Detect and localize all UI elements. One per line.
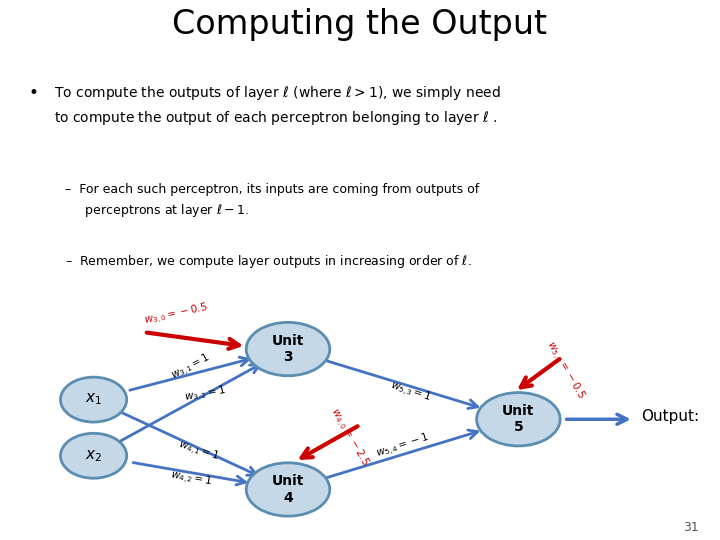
Ellipse shape <box>246 322 330 376</box>
Text: $w_{5,0} = -0.5$: $w_{5,0} = -0.5$ <box>542 338 588 402</box>
Text: $w_{3,1} = 1$: $w_{3,1} = 1$ <box>168 351 213 384</box>
Text: Unit
4: Unit 4 <box>272 474 304 504</box>
Ellipse shape <box>477 393 560 446</box>
Text: –  Remember, we compute layer outputs in increasing order of $\ell$.: – Remember, we compute layer outputs in … <box>65 253 472 269</box>
Text: $w_{3,0} = -0.5$: $w_{3,0} = -0.5$ <box>143 301 210 329</box>
Text: To compute the outputs of layer $\ell$ (where $\ell > 1$), we simply need
to com: To compute the outputs of layer $\ell$ (… <box>54 84 501 127</box>
Text: •: • <box>29 84 39 102</box>
Text: Unit
3: Unit 3 <box>272 334 304 364</box>
Text: $w_{4,2} = 1$: $w_{4,2} = 1$ <box>168 469 213 491</box>
Text: $x_2$: $x_2$ <box>85 448 102 464</box>
Ellipse shape <box>60 377 127 422</box>
Text: $w_{4,1} = 1$: $w_{4,1} = 1$ <box>176 438 220 465</box>
Ellipse shape <box>246 463 330 516</box>
Text: $x_1$: $x_1$ <box>85 392 102 408</box>
Ellipse shape <box>60 433 127 478</box>
Text: Unit
5: Unit 5 <box>503 404 534 434</box>
Text: 31: 31 <box>683 522 698 535</box>
Text: –  For each such perceptron, its inputs are coming from outputs of
     perceptr: – For each such perceptron, its inputs a… <box>65 183 479 219</box>
Text: Computing the Output: Computing the Output <box>173 9 547 42</box>
Text: $w_{3,2} = 1$: $w_{3,2} = 1$ <box>183 384 228 407</box>
Text: $w_{5,3} = 1$: $w_{5,3} = 1$ <box>388 379 433 406</box>
Text: $w_{4,0} = -2.5$: $w_{4,0} = -2.5$ <box>326 406 372 469</box>
Text: $w_{5,4} = -1$: $w_{5,4} = -1$ <box>375 430 431 462</box>
Text: Output:: Output: <box>641 409 699 424</box>
